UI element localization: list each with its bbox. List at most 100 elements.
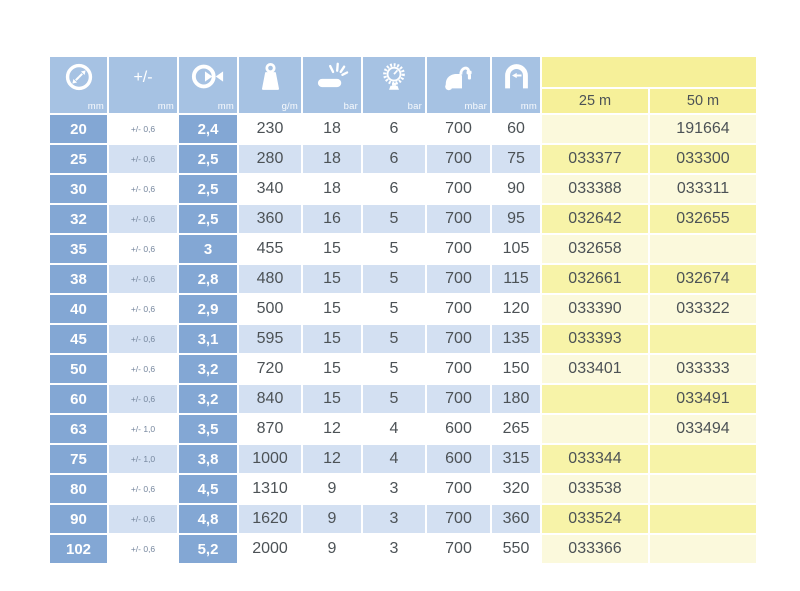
cell-inner-diameter: 102 bbox=[50, 535, 107, 563]
cell-gauge-pressure: 6 bbox=[363, 115, 425, 143]
cell-order-50m: 033491 bbox=[650, 385, 756, 413]
cell-weight: 340 bbox=[239, 175, 301, 203]
cell-order-50m bbox=[650, 235, 756, 263]
cell-vacuum: 700 bbox=[427, 475, 490, 503]
cell-weight: 230 bbox=[239, 115, 301, 143]
cell-gauge-pressure: 6 bbox=[363, 175, 425, 203]
cell-inner-diameter: 60 bbox=[50, 385, 107, 413]
cell-tolerance: +/- 0,6 bbox=[109, 535, 177, 563]
cell-order-25m: 032661 bbox=[542, 265, 648, 293]
cell-tolerance: +/- 1,0 bbox=[109, 445, 177, 473]
table-row: 40 +/- 0,6 2,9 500 15 5 700 120 033390 0… bbox=[50, 295, 756, 323]
cell-working-pressure: 15 bbox=[303, 265, 361, 293]
cell-vacuum: 700 bbox=[427, 175, 490, 203]
cell-bend-radius: 315 bbox=[492, 445, 540, 473]
cell-tolerance: +/- 0,6 bbox=[109, 235, 177, 263]
hose-spec-table: mm +/- mm mm bbox=[48, 55, 758, 565]
tolerance-icon: +/- bbox=[133, 69, 153, 86]
cell-tolerance: +/- 0,6 bbox=[109, 505, 177, 533]
cell-order-25m: 033393 bbox=[542, 325, 648, 353]
cell-wall-thickness: 2,4 bbox=[179, 115, 237, 143]
cell-weight: 480 bbox=[239, 265, 301, 293]
cell-gauge-pressure: 5 bbox=[363, 355, 425, 383]
table-row: 38 +/- 0,6 2,8 480 15 5 700 115 032661 0… bbox=[50, 265, 756, 293]
cell-wall-thickness: 3,2 bbox=[179, 355, 237, 383]
cell-order-25m bbox=[542, 415, 648, 443]
unit-label: mm bbox=[87, 101, 104, 112]
cell-working-pressure: 12 bbox=[303, 445, 361, 473]
cell-tolerance: +/- 0,6 bbox=[109, 115, 177, 143]
cell-vacuum: 700 bbox=[427, 325, 490, 353]
order-header-band bbox=[542, 57, 756, 87]
cell-order-50m: 033300 bbox=[650, 145, 756, 173]
table-row: 50 +/- 0,6 3,2 720 15 5 700 150 033401 0… bbox=[50, 355, 756, 383]
cell-tolerance: +/- 0,6 bbox=[109, 175, 177, 203]
table-row: 35 +/- 0,6 3 455 15 5 700 105 032658 bbox=[50, 235, 756, 263]
cell-order-50m: 033322 bbox=[650, 295, 756, 323]
cell-wall-thickness: 3,8 bbox=[179, 445, 237, 473]
working-pressure-icon bbox=[317, 62, 348, 88]
cell-working-pressure: 12 bbox=[303, 415, 361, 443]
cell-weight: 840 bbox=[239, 385, 301, 413]
cell-working-pressure: 15 bbox=[303, 325, 361, 353]
cell-gauge-pressure: 6 bbox=[363, 145, 425, 173]
cell-weight: 595 bbox=[239, 325, 301, 353]
cell-order-50m: 032655 bbox=[650, 205, 756, 233]
order-header-25m: 25 m bbox=[542, 89, 648, 113]
cell-gauge-pressure: 3 bbox=[363, 535, 425, 563]
inner-diameter-icon bbox=[65, 63, 92, 91]
cell-order-25m: 033538 bbox=[542, 475, 648, 503]
cell-wall-thickness: 2,5 bbox=[179, 205, 237, 233]
unit-label: bar bbox=[343, 101, 358, 112]
cell-wall-thickness: 4,5 bbox=[179, 475, 237, 503]
cell-inner-diameter: 40 bbox=[50, 295, 107, 323]
cell-gauge-pressure: 5 bbox=[363, 325, 425, 353]
cell-inner-diameter: 75 bbox=[50, 445, 107, 473]
cell-vacuum: 700 bbox=[427, 535, 490, 563]
cell-inner-diameter: 30 bbox=[50, 175, 107, 203]
table-row: 32 +/- 0,6 2,5 360 16 5 700 95 032642 03… bbox=[50, 205, 756, 233]
cell-wall-thickness: 2,5 bbox=[179, 145, 237, 173]
cell-gauge-pressure: 5 bbox=[363, 265, 425, 293]
cell-inner-diameter: 25 bbox=[50, 145, 107, 173]
cell-order-50m: 033333 bbox=[650, 355, 756, 383]
cell-order-25m: 033390 bbox=[542, 295, 648, 323]
table-row: 45 +/- 0,6 3,1 595 15 5 700 135 033393 bbox=[50, 325, 756, 353]
cell-bend-radius: 115 bbox=[492, 265, 540, 293]
cell-working-pressure: 18 bbox=[303, 175, 361, 203]
cell-vacuum: 700 bbox=[427, 145, 490, 173]
cell-bend-radius: 60 bbox=[492, 115, 540, 143]
cell-weight: 1620 bbox=[239, 505, 301, 533]
bend-radius-icon bbox=[504, 64, 528, 89]
cell-gauge-pressure: 4 bbox=[363, 445, 425, 473]
cell-bend-radius: 180 bbox=[492, 385, 540, 413]
cell-bend-radius: 550 bbox=[492, 535, 540, 563]
wall-thickness-icon bbox=[191, 64, 224, 89]
cell-gauge-pressure: 5 bbox=[363, 295, 425, 323]
cell-bend-radius: 105 bbox=[492, 235, 540, 263]
cell-inner-diameter: 45 bbox=[50, 325, 107, 353]
table-header: mm +/- mm mm bbox=[50, 57, 756, 113]
cell-weight: 870 bbox=[239, 415, 301, 443]
unit-label: mbar bbox=[464, 101, 487, 112]
cell-order-50m bbox=[650, 505, 756, 533]
cell-inner-diameter: 38 bbox=[50, 265, 107, 293]
cell-weight: 455 bbox=[239, 235, 301, 263]
cell-tolerance: +/- 0,6 bbox=[109, 295, 177, 323]
cell-bend-radius: 265 bbox=[492, 415, 540, 443]
cell-wall-thickness: 2,8 bbox=[179, 265, 237, 293]
unit-label: mm bbox=[217, 101, 234, 112]
cell-tolerance: +/- 0,6 bbox=[109, 265, 177, 293]
cell-inner-diameter: 20 bbox=[50, 115, 107, 143]
col-header-inner-diameter: mm bbox=[50, 57, 107, 113]
cell-weight: 360 bbox=[239, 205, 301, 233]
col-header-vacuum: mbar bbox=[427, 57, 490, 113]
cell-vacuum: 700 bbox=[427, 115, 490, 143]
cell-inner-diameter: 32 bbox=[50, 205, 107, 233]
cell-bend-radius: 75 bbox=[492, 145, 540, 173]
cell-vacuum: 700 bbox=[427, 295, 490, 323]
table-row: 102 +/- 0,6 5,2 2000 9 3 700 550 033366 bbox=[50, 535, 756, 563]
cell-order-50m: 033494 bbox=[650, 415, 756, 443]
cell-order-50m bbox=[650, 535, 756, 563]
